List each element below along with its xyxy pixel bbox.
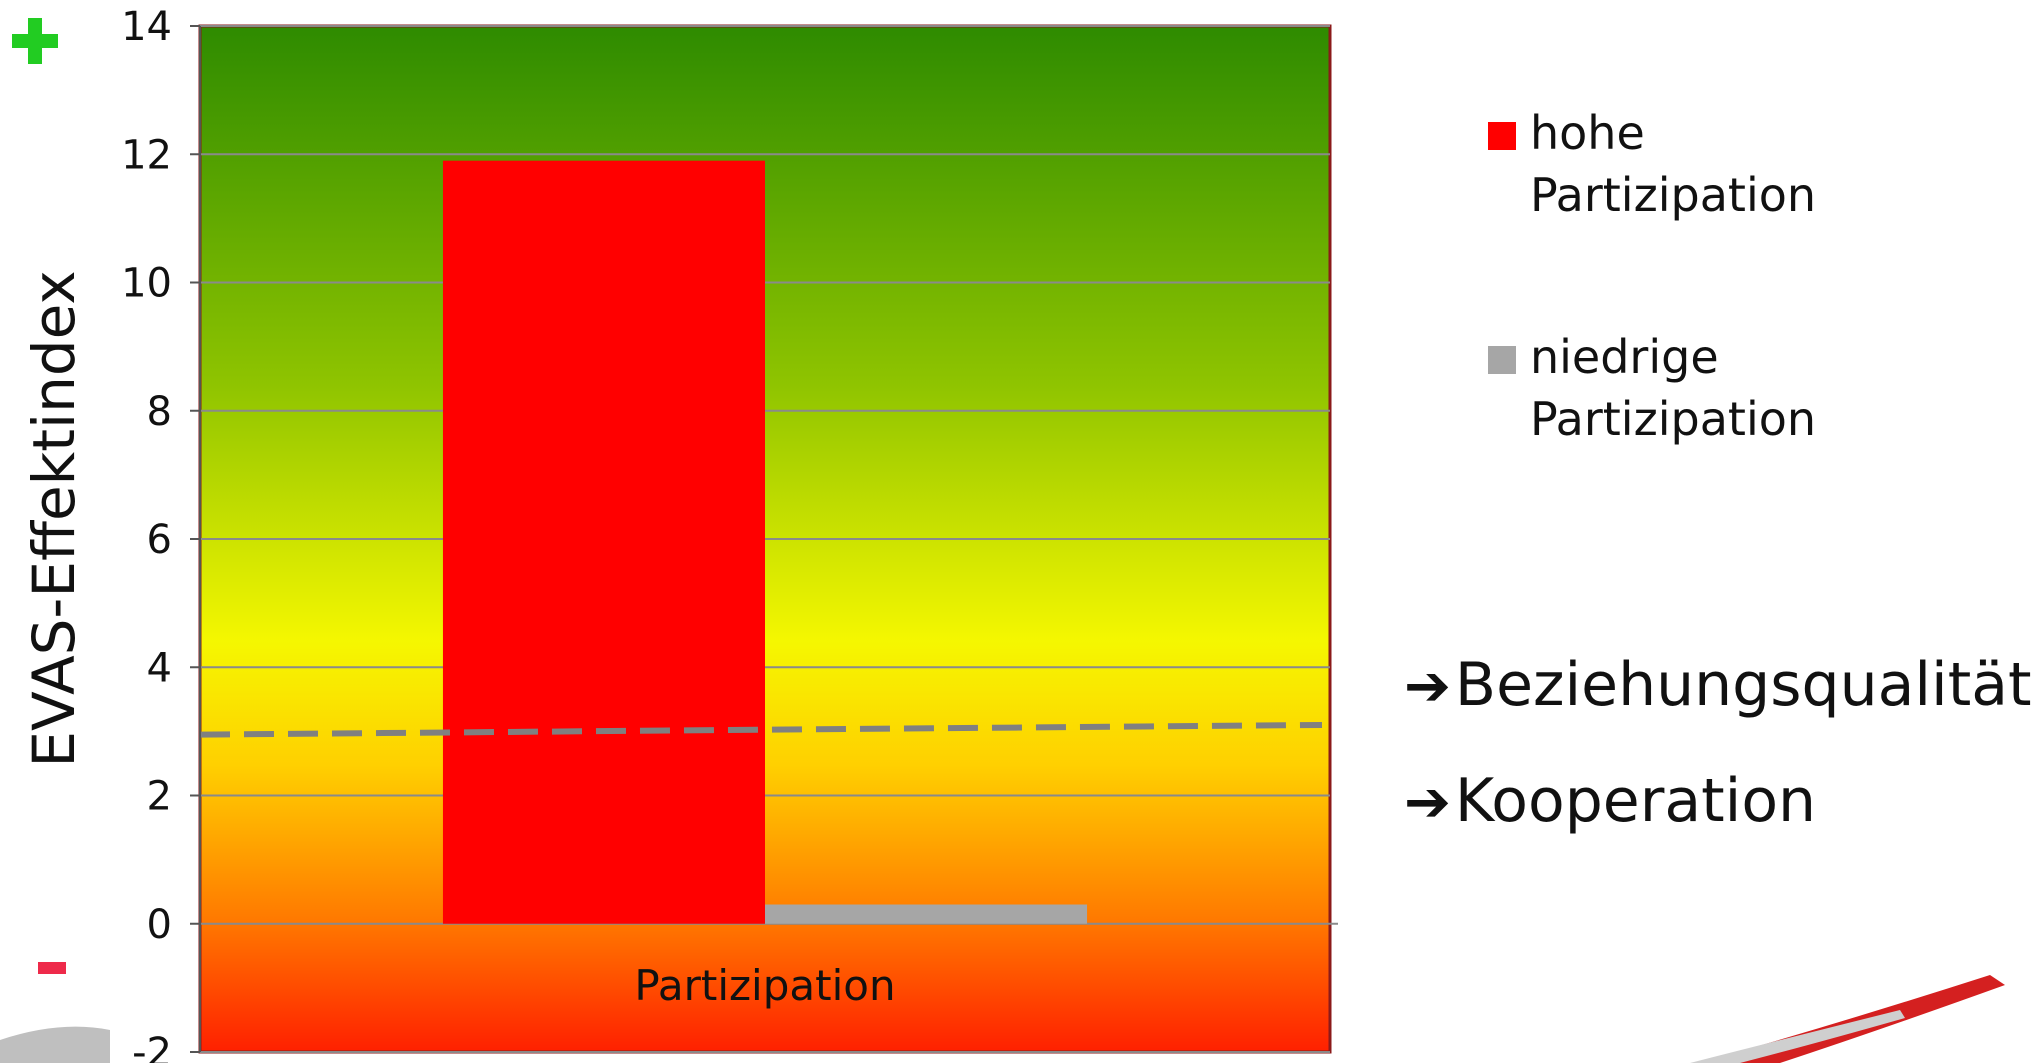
bars (442, 160, 1088, 924)
reference-line (199, 721, 1323, 738)
decorative-swoosh-left (0, 1026, 110, 1063)
arrow-icon: ➔ (1404, 654, 1451, 719)
note-kooperation: ➔Kooperation (1404, 766, 1816, 836)
bar-niedrige (765, 904, 1088, 924)
y-tick-label: 4 (147, 645, 172, 691)
y-tick-label: 12 (121, 132, 172, 178)
y-axis-title: EVAS-Effektindex (20, 270, 88, 767)
decorative-swoosh-right-gray (1690, 1010, 1905, 1063)
minus-icon (38, 962, 66, 974)
arrow-icon: ➔ (1404, 770, 1451, 835)
note-text: Kooperation (1454, 766, 1817, 836)
y-tick-label: 14 (121, 4, 172, 50)
legend-swatch-niedrige (1488, 346, 1516, 374)
y-tick-label: 2 (147, 774, 172, 820)
y-axis (190, 25, 201, 1053)
legend-label-hohe: hohe Partizipation (1530, 106, 1817, 222)
y-tick-label: 6 (147, 517, 172, 563)
y-tick-label: 0 (147, 902, 172, 948)
legend-label-niedrige: niedrige Partizipation (1530, 330, 1817, 446)
note-beziehungsqualitaet: ➔Beziehungsqualität (1404, 650, 2032, 720)
note-text: Beziehungsqualität (1454, 650, 2032, 720)
plus-icon (12, 18, 58, 64)
tick-labels: -2 0 2 4 6 8 10 12 14 (121, 4, 172, 1063)
y-tick-label: -2 (132, 1030, 172, 1063)
y-tick-label: 8 (147, 389, 172, 435)
legend-swatch-hohe (1488, 122, 1516, 150)
category-label: Partizipation (634, 961, 895, 1010)
bar-hohe (442, 160, 765, 924)
y-tick-label: 10 (121, 261, 172, 307)
decorative-swoosh-right (1700, 975, 2005, 1063)
